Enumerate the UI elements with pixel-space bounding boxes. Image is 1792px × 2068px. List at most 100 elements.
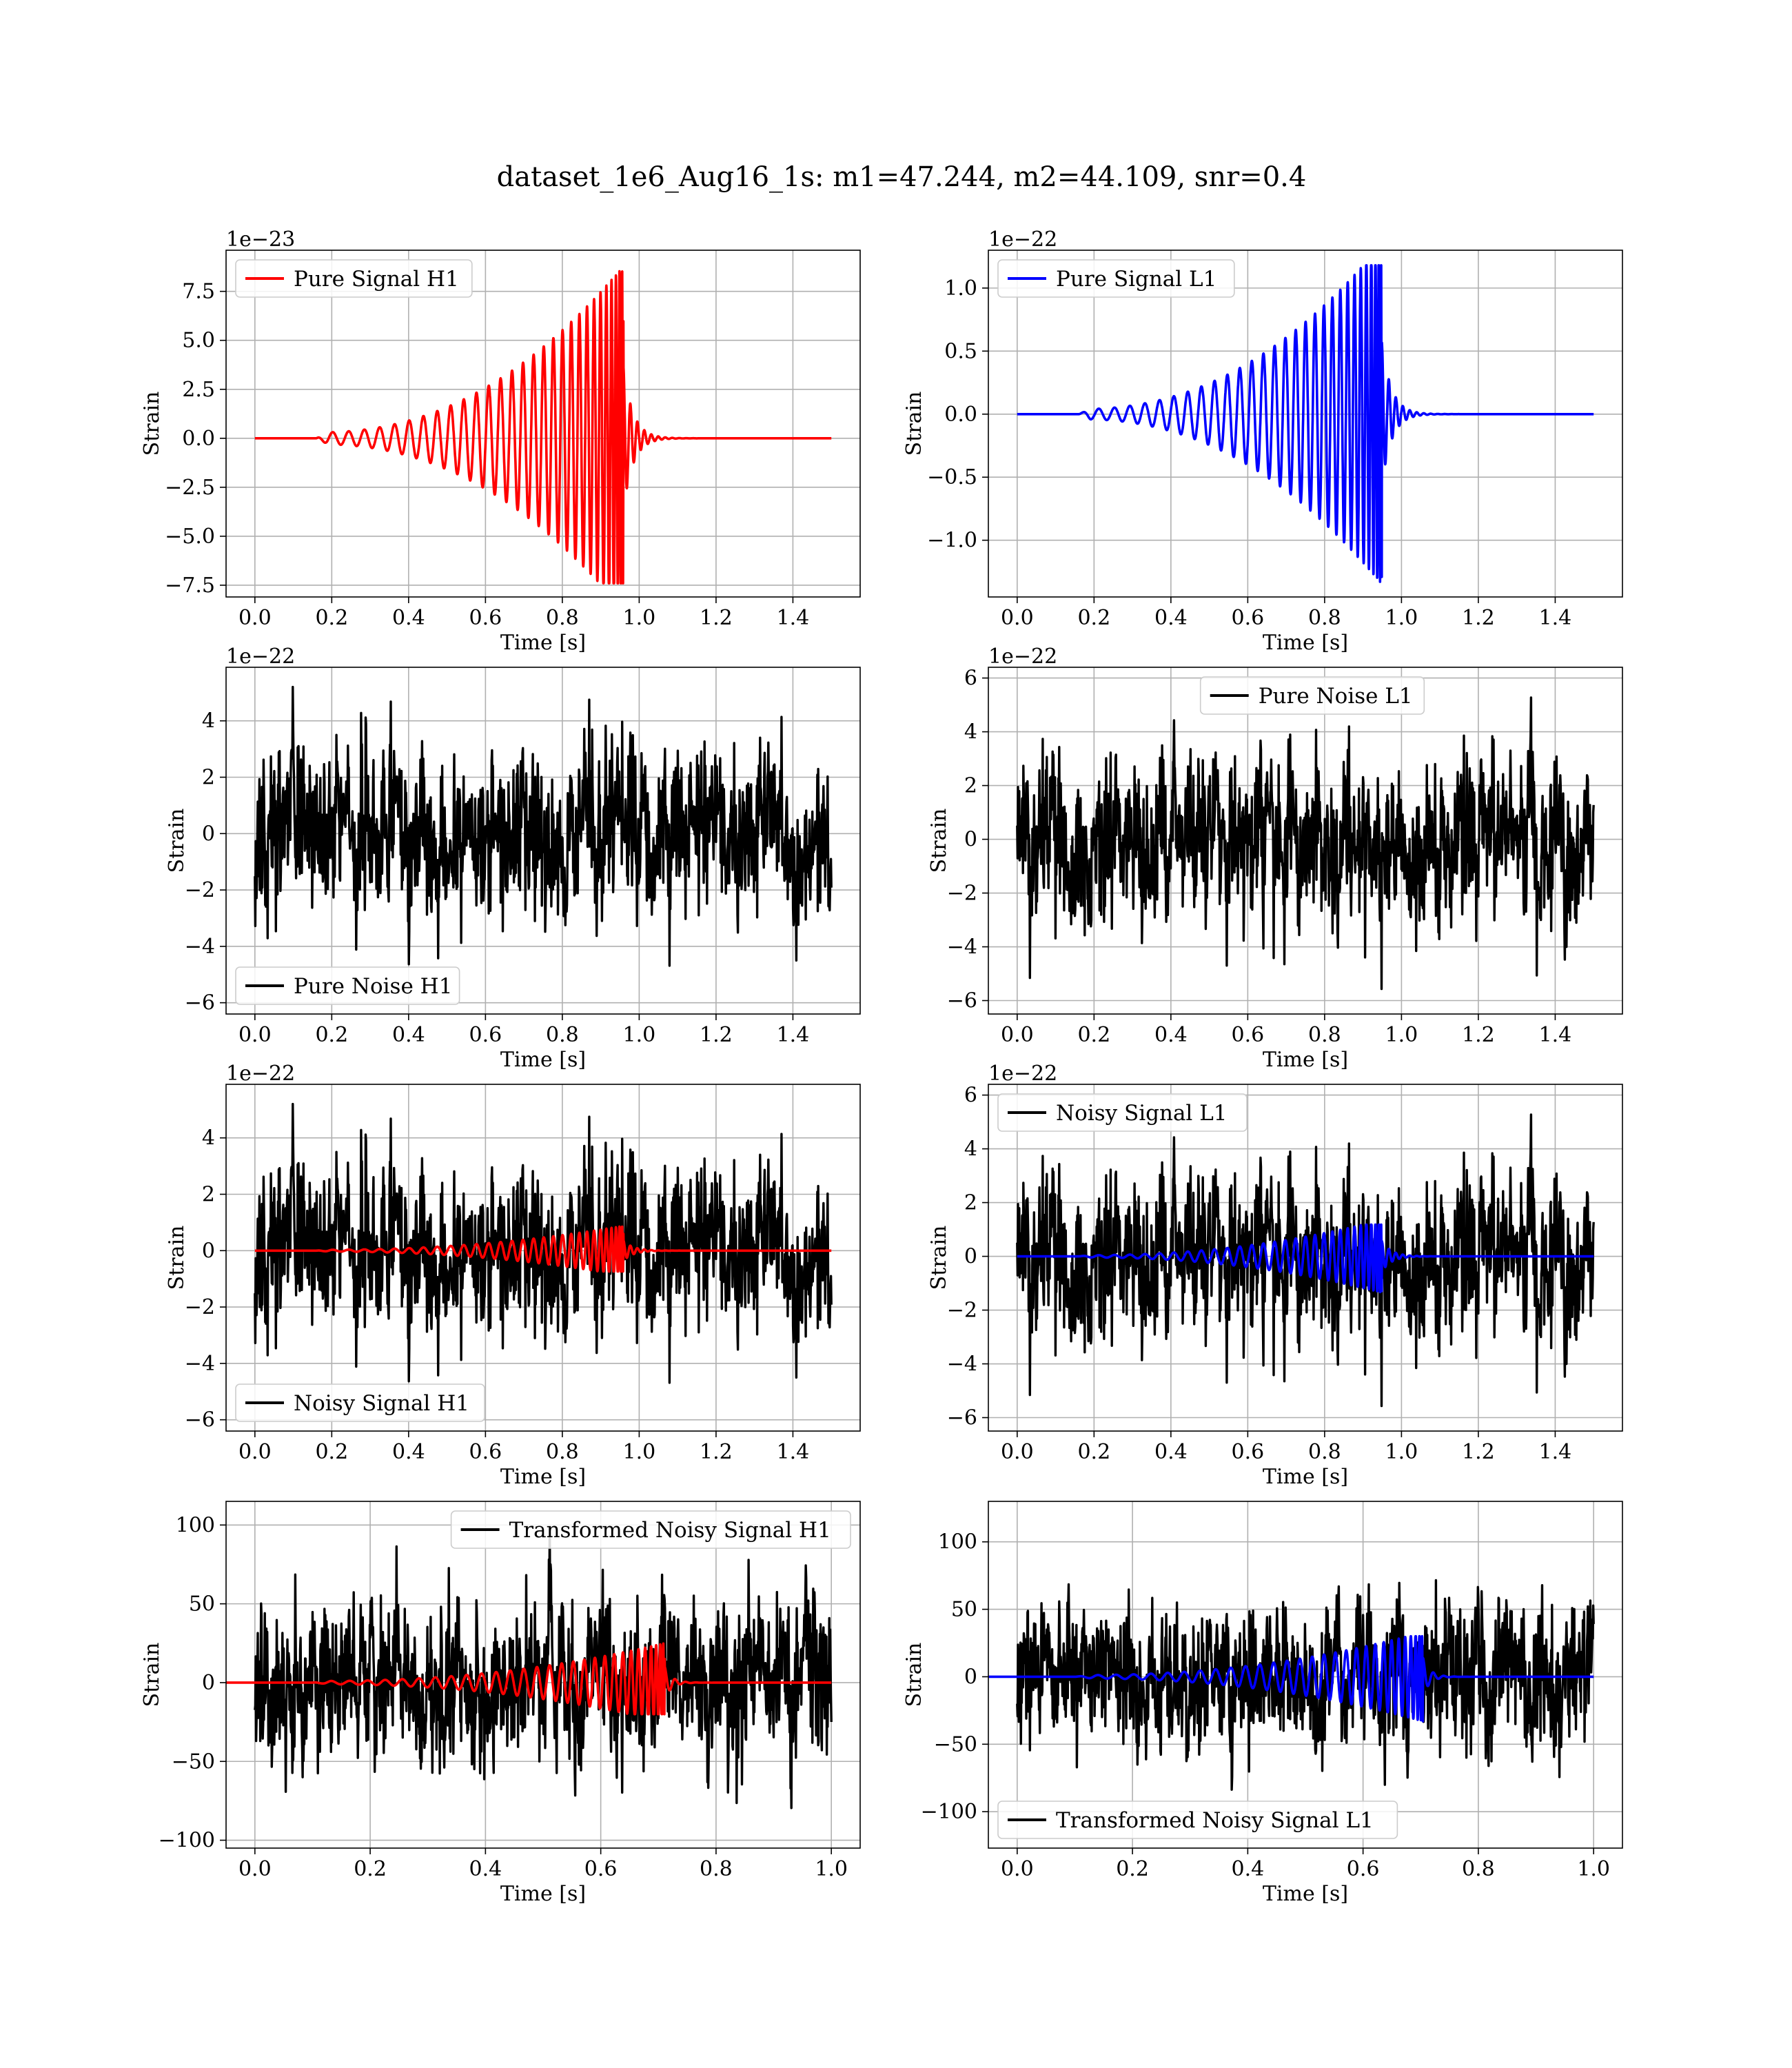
legend-box — [997, 259, 1235, 298]
x-tick-label: 1.2 — [1462, 1440, 1495, 1464]
series-group — [1016, 696, 1595, 991]
y-tick-label: 0.0 — [182, 427, 215, 451]
x-tick-label: 0.4 — [1154, 1440, 1188, 1464]
x-tick-label: 0.0 — [1001, 1023, 1034, 1047]
y-tick-label: 100 — [176, 1513, 215, 1537]
y-tick-label: 6 — [964, 1084, 977, 1108]
y-tick-label: 0 — [964, 1665, 977, 1689]
x-tick-label: 0.0 — [1001, 606, 1034, 630]
axis-offset-label: 1e−22 — [988, 1062, 1057, 1086]
x-tick-label: 1.4 — [1539, 1440, 1572, 1464]
x-tick-label: 0.6 — [1232, 1440, 1265, 1464]
x-tick-label: 0.8 — [1308, 606, 1341, 630]
y-tick-label: −6 — [185, 991, 215, 1015]
y-tick-label: 100 — [938, 1530, 977, 1554]
legend-box — [450, 1510, 851, 1549]
y-tick-label: −1.0 — [927, 529, 977, 553]
y-axis-label: Strain — [902, 1643, 926, 1707]
series-line-0 — [1016, 1579, 1595, 1791]
y-tick-label: 6 — [964, 667, 977, 691]
x-tick-label: 0.4 — [392, 1440, 425, 1464]
x-tick-label: 1.2 — [700, 1440, 733, 1464]
chart-panel-transformed-noisy-signal-l1: 0.0 0.2 0.4 0.6 0.8 1.0 −100 −50 0 50 100 Time [s] S… — [902, 1501, 1623, 1906]
panels: 0.0 0.2 0.4 0.6 0.8 1.0 1.2 1.4 −7.5 −5.0 −2.5 0.0 2… — [140, 227, 1623, 1906]
x-tick-label: 0.0 — [1001, 1857, 1034, 1881]
y-axis-label: Strain — [140, 1643, 164, 1707]
y-axis-label: Strain — [165, 809, 189, 873]
x-tick-label: 1.4 — [1539, 606, 1572, 630]
chart-panel-transformed-noisy-signal-h1: 0.0 0.2 0.4 0.6 0.8 1.0 −100 −50 0 50 100 Time [s] S… — [140, 1501, 861, 1906]
x-tick-label: 1.2 — [1462, 1023, 1495, 1047]
series-group — [254, 1102, 833, 1384]
y-tick-label: 2 — [964, 774, 977, 798]
x-tick-label: 0.6 — [1347, 1857, 1380, 1881]
series-line-1 — [988, 1634, 1595, 1723]
axes-frame — [988, 1501, 1623, 1849]
axis-offset-label: 1e−22 — [226, 1062, 295, 1086]
y-tick-label: −4 — [947, 935, 977, 960]
x-tick-label: 1.0 — [1385, 1023, 1418, 1047]
legend: Pure Noise L1 — [1199, 676, 1425, 715]
axes-frame — [225, 667, 861, 1015]
y-axis-label: Strain — [927, 1226, 951, 1290]
y-tick-label: −7.5 — [165, 574, 215, 598]
axis-offset-label: 1e−23 — [226, 227, 295, 252]
y-tick-label: 5.0 — [182, 329, 215, 353]
chart-panel-pure-noise-h1: 0.0 0.2 0.4 0.6 0.8 1.0 1.2 1.4 −6 −4 −2 0 2 4 Time [s… — [165, 645, 861, 1072]
series-line-0 — [254, 270, 833, 585]
y-tick-label: 0 — [202, 1671, 215, 1695]
x-tick-label: 0.0 — [238, 606, 272, 630]
x-tick-label: 0.2 — [1077, 606, 1110, 630]
y-axis-label: Strain — [927, 809, 951, 873]
x-tick-label: 0.8 — [1308, 1023, 1341, 1047]
legend-box — [1199, 676, 1425, 715]
y-tick-label: −2 — [947, 882, 977, 906]
series-line-0 — [1016, 264, 1595, 583]
legend-label: Transformed Noisy Signal H1 — [509, 1518, 831, 1543]
x-axis-label: Time [s] — [500, 631, 586, 655]
axis-offset-label: 1e−22 — [988, 645, 1057, 669]
legend-label: Noisy Signal H1 — [294, 1391, 469, 1416]
chart-panel-pure-noise-l1: 0.0 0.2 0.4 0.6 0.8 1.0 1.2 1.4 −6 −4 −2 0 2 4 6 Time [… — [927, 645, 1623, 1072]
x-tick-label: 1.4 — [777, 1023, 810, 1047]
y-tick-label: 1.0 — [944, 276, 977, 301]
x-tick-label: 1.4 — [1539, 1023, 1572, 1047]
legend-label: Noisy Signal L1 — [1056, 1101, 1228, 1126]
x-tick-label: 1.2 — [700, 606, 733, 630]
y-tick-label: 50 — [189, 1592, 215, 1616]
series-group — [1016, 1113, 1595, 1408]
x-tick-label: 1.2 — [1462, 606, 1495, 630]
x-tick-label: 0.8 — [546, 1440, 579, 1464]
y-tick-label: −6 — [947, 989, 977, 1013]
x-axis-label: Time [s] — [500, 1048, 586, 1072]
x-tick-label: 0.8 — [1308, 1440, 1341, 1464]
y-tick-label: 2 — [202, 1182, 215, 1206]
x-tick-label: 0.4 — [392, 606, 425, 630]
x-axis-label: Time [s] — [1263, 631, 1348, 655]
y-tick-label: 2 — [202, 765, 215, 789]
chart-panel-noisy-signal-l1: 0.0 0.2 0.4 0.6 0.8 1.0 1.2 1.4 −6 −4 −2 0 2 4 6 Time [… — [927, 1062, 1623, 1489]
x-tick-label: 0.6 — [1232, 606, 1265, 630]
axis-offset-label: 1e−22 — [988, 227, 1057, 252]
x-tick-label: 0.0 — [238, 1440, 272, 1464]
x-tick-label: 0.0 — [1001, 1440, 1034, 1464]
x-tick-label: 0.6 — [584, 1857, 618, 1881]
x-tick-label: 1.0 — [1385, 606, 1418, 630]
x-tick-label: 0.4 — [1232, 1857, 1265, 1881]
y-axis-label: Strain — [140, 392, 164, 456]
x-tick-label: 0.2 — [354, 1857, 387, 1881]
series-group — [1016, 264, 1595, 583]
x-tick-label: 0.2 — [315, 606, 348, 630]
chart-panel-pure-signal-h1: 0.0 0.2 0.4 0.6 0.8 1.0 1.2 1.4 −7.5 −5.0 −2.5 0.0 2… — [140, 227, 861, 655]
legend-label: Transformed Noisy Signal L1 — [1056, 1808, 1374, 1833]
x-axis-label: Time [s] — [1263, 1882, 1348, 1906]
y-tick-label: 2 — [964, 1191, 977, 1215]
legend: Pure Noise H1 — [235, 966, 460, 1005]
axes-frame — [988, 1084, 1623, 1432]
x-tick-label: 1.2 — [700, 1023, 733, 1047]
y-tick-label: 0.5 — [944, 339, 977, 363]
x-tick-label: 0.6 — [469, 1440, 502, 1464]
y-tick-label: −5.0 — [165, 525, 215, 549]
y-tick-label: −4 — [947, 1352, 977, 1377]
